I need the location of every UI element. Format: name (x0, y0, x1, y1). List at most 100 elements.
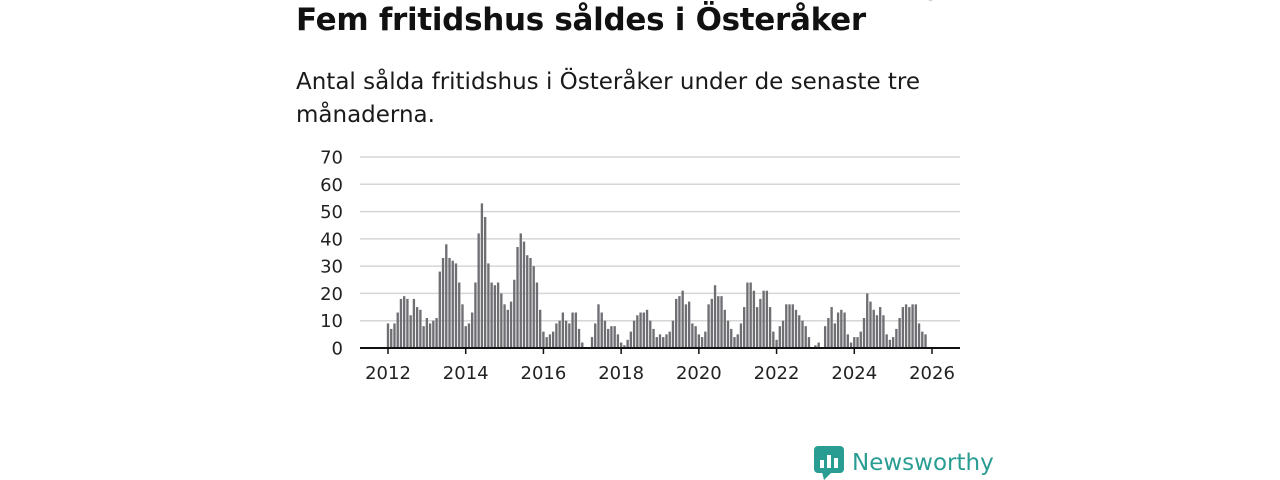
newsworthy-bar-chart-icon (814, 446, 844, 480)
bar (726, 320, 730, 348)
bar (403, 296, 406, 348)
bar (464, 326, 467, 348)
bar (658, 334, 662, 348)
bar (458, 282, 461, 348)
bar (461, 304, 464, 348)
bar (872, 309, 875, 348)
bar (545, 337, 548, 348)
bar (836, 312, 840, 348)
bar (694, 326, 697, 348)
bar (655, 337, 658, 348)
bar (866, 293, 869, 348)
bar (778, 326, 781, 348)
bar (675, 298, 678, 348)
bar (535, 282, 539, 348)
bar (548, 334, 552, 348)
bar (662, 337, 665, 348)
bar (807, 337, 811, 348)
bar (600, 312, 603, 348)
bar (448, 257, 451, 348)
bar (840, 309, 843, 348)
bar (642, 312, 645, 348)
x-tick-label: 2026 (909, 363, 955, 384)
chart-title: Fem fritidshus såldes i Österåker (296, 2, 866, 38)
bar (652, 328, 655, 348)
bar (509, 301, 513, 348)
bar (594, 323, 597, 348)
bar (487, 263, 490, 348)
bar (445, 244, 448, 348)
bar (817, 342, 820, 348)
y-tick-label: 40 (320, 229, 343, 250)
bar (859, 331, 862, 348)
bar (480, 203, 484, 348)
bar (561, 312, 565, 348)
bar (619, 342, 623, 348)
bar (746, 282, 749, 348)
bar (516, 247, 519, 348)
bar (513, 279, 516, 348)
bar (788, 304, 791, 348)
bar (551, 331, 555, 348)
bar (471, 312, 474, 348)
bar (529, 257, 532, 348)
y-tick-label: 30 (320, 257, 343, 278)
bar (898, 317, 901, 348)
bar (697, 334, 701, 348)
bar (736, 334, 739, 348)
bar (626, 339, 629, 348)
x-tick-label: 2014 (443, 363, 489, 384)
bar (409, 315, 412, 348)
y-tick-label: 0 (332, 339, 343, 360)
bar (645, 309, 649, 348)
bar (704, 331, 707, 348)
bar (568, 323, 571, 348)
bar (415, 307, 419, 348)
bar (684, 304, 688, 348)
bar (399, 298, 403, 348)
bar (519, 233, 522, 348)
bar (454, 263, 458, 348)
bar (451, 260, 454, 348)
bar (597, 304, 600, 348)
bar (772, 331, 775, 348)
bar (678, 296, 681, 348)
bar (875, 315, 879, 348)
bar (590, 337, 594, 348)
bar (558, 320, 561, 348)
bar (623, 345, 626, 348)
x-tick-label: 2024 (831, 363, 877, 384)
bar (843, 312, 846, 348)
bar (720, 296, 723, 348)
bar (396, 312, 399, 348)
bar (555, 323, 558, 348)
bar (869, 301, 872, 348)
bar (425, 317, 429, 348)
bar (490, 282, 493, 348)
x-tick-label: 2022 (754, 363, 800, 384)
bar (393, 323, 396, 348)
bar (801, 320, 804, 348)
bar (668, 331, 671, 348)
bar (849, 342, 853, 348)
bar (830, 307, 833, 348)
newsworthy-logo: Newsworthy (814, 446, 994, 480)
bar (891, 337, 895, 348)
bar (428, 323, 432, 348)
x-tick-label: 2016 (521, 363, 567, 384)
bar (493, 285, 497, 348)
bar (733, 337, 736, 348)
bar (798, 315, 801, 348)
bar (636, 315, 639, 348)
bar (888, 339, 892, 348)
bar (921, 331, 924, 348)
bar (610, 326, 613, 348)
bar (639, 312, 642, 348)
bar (752, 290, 756, 348)
bar (762, 290, 765, 348)
bar (781, 320, 785, 348)
bar (571, 312, 574, 348)
bar (522, 241, 526, 348)
bar (500, 293, 503, 348)
bar (856, 337, 859, 348)
